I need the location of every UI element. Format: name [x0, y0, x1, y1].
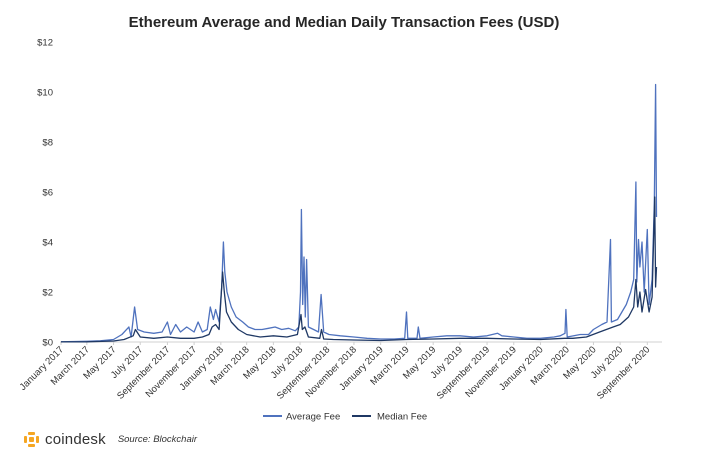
- coindesk-logo-icon: [24, 431, 39, 447]
- y-tick-label: $10: [37, 88, 53, 99]
- footer: coindesk Source: Blockchair: [24, 428, 197, 450]
- y-tick-label: $12: [37, 38, 53, 49]
- brand-name: coindesk: [45, 430, 106, 448]
- series-group: [60, 83, 658, 343]
- legend-label-median-fee: Median Fee: [377, 412, 427, 423]
- series-line-average-fee: [60, 83, 658, 343]
- source-note: Source: Blockchair: [117, 433, 198, 445]
- y-tick-label: $6: [42, 188, 53, 199]
- legend-label-average-fee: Average Fee: [286, 412, 340, 423]
- y-tick-label: $8: [42, 138, 53, 149]
- y-axis: $0 $2 $4 $6 $8 $10 $12: [37, 38, 53, 349]
- legend: Average Fee Median Fee: [263, 412, 427, 423]
- series-line-median-fee: [60, 196, 658, 343]
- chart-title: Ethereum Average and Median Daily Transa…: [129, 14, 560, 31]
- y-tick-label: $2: [42, 288, 53, 299]
- y-tick-label: $0: [42, 338, 53, 349]
- y-tick-label: $4: [42, 238, 53, 249]
